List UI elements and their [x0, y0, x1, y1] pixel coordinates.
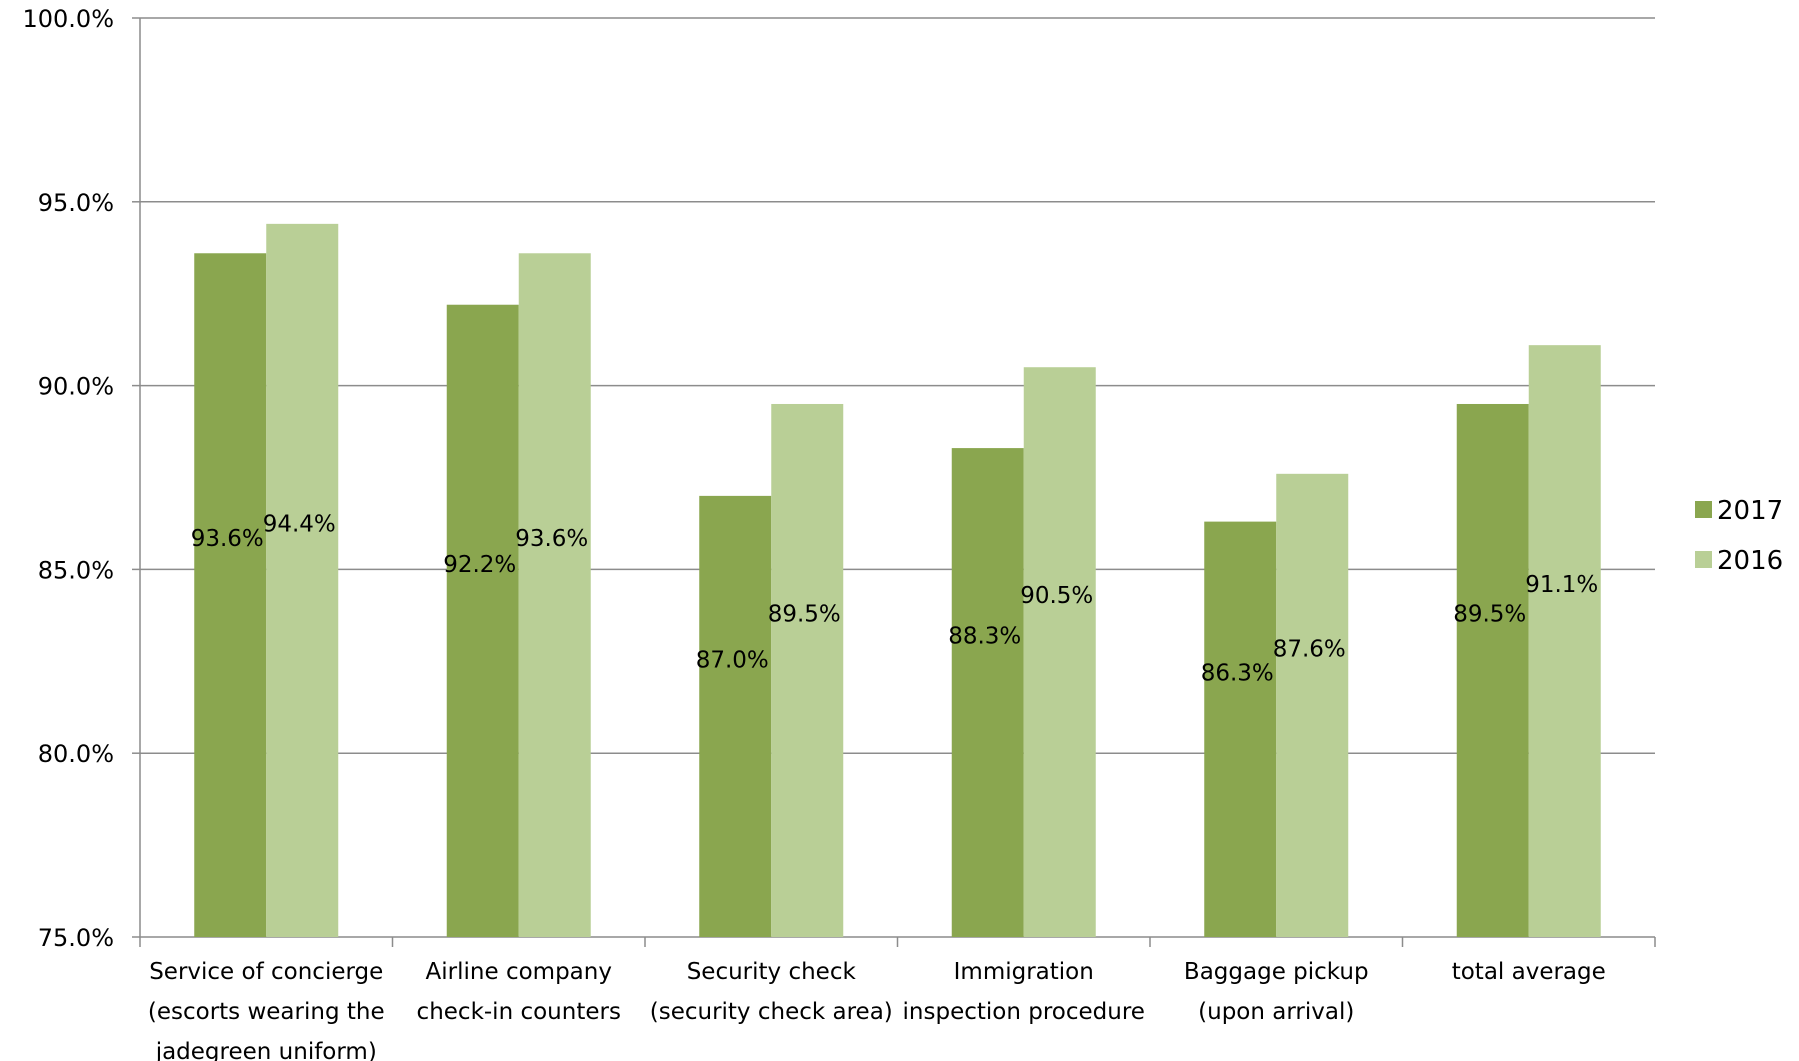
- bar-2016: [771, 403, 844, 938]
- data-label: 94.4%: [263, 511, 336, 537]
- y-tick-label: 100.0%: [22, 5, 114, 33]
- y-tick-label: 80.0%: [38, 740, 114, 768]
- data-label: 93.6%: [515, 526, 588, 552]
- data-label: 88.3%: [948, 624, 1021, 650]
- y-tick-label: 85.0%: [38, 556, 114, 584]
- x-category-label-line: inspection procedure: [903, 999, 1145, 1025]
- x-category-label-line: Security check: [687, 959, 857, 985]
- data-label: 87.6%: [1273, 636, 1346, 662]
- bar-2016: [518, 253, 591, 937]
- bar-2017: [951, 448, 1024, 937]
- bar-2016: [1023, 367, 1096, 938]
- data-label: 87.0%: [696, 647, 769, 673]
- x-category-label-line: total average: [1452, 959, 1606, 985]
- data-label: 90.5%: [1020, 583, 1093, 609]
- x-category-label-line: (escorts wearing the: [148, 999, 385, 1025]
- y-tick-label: 95.0%: [38, 189, 114, 217]
- legend-label: 2016: [1717, 546, 1783, 576]
- x-category-label: Baggage pickup (upon arrival): [1184, 959, 1369, 1025]
- legend-swatch: [1695, 501, 1712, 518]
- legend-swatch: [1695, 551, 1712, 568]
- y-tick-label: 75.0%: [38, 924, 114, 952]
- x-category-label-line: Immigration: [954, 959, 1094, 985]
- bar-2016: [1276, 473, 1349, 937]
- data-label: 86.3%: [1201, 660, 1274, 686]
- x-category-label-line: Service of concierge: [149, 959, 383, 985]
- data-label: 91.1%: [1525, 572, 1598, 598]
- data-label: 93.6%: [191, 526, 264, 552]
- data-label: 89.5%: [768, 601, 841, 627]
- data-label: 92.2%: [443, 552, 516, 578]
- x-category-label-line: (upon arrival): [1198, 999, 1354, 1025]
- x-category-label: Security check (security check area): [650, 959, 893, 1025]
- y-tick-label: 90.0%: [38, 373, 114, 401]
- legend-label: 2017: [1717, 496, 1783, 526]
- bar-2017: [1456, 403, 1529, 938]
- x-category-label: Service of concierge (escorts wearing the…: [148, 959, 385, 1061]
- data-label: 89.5%: [1453, 601, 1526, 627]
- bar-2017: [699, 495, 772, 937]
- bar-2016: [266, 223, 339, 937]
- x-category-label-line: Baggage pickup: [1184, 959, 1369, 985]
- x-category-label-line: Airline company: [426, 959, 612, 985]
- bar-2017: [446, 304, 519, 937]
- x-category-label-line: (security check area): [650, 999, 893, 1025]
- x-category-label: Airline company check-in counters: [417, 959, 621, 1025]
- x-category-label: Immigration inspection procedure: [903, 959, 1145, 1025]
- x-category-label: total average: [1452, 959, 1606, 985]
- bar-2017: [194, 253, 267, 937]
- x-category-label-line: jadegreen uniform): [155, 1039, 377, 1061]
- bar-2017: [1204, 521, 1277, 937]
- bar-2016: [1528, 345, 1601, 937]
- x-category-label-line: check-in counters: [417, 999, 621, 1025]
